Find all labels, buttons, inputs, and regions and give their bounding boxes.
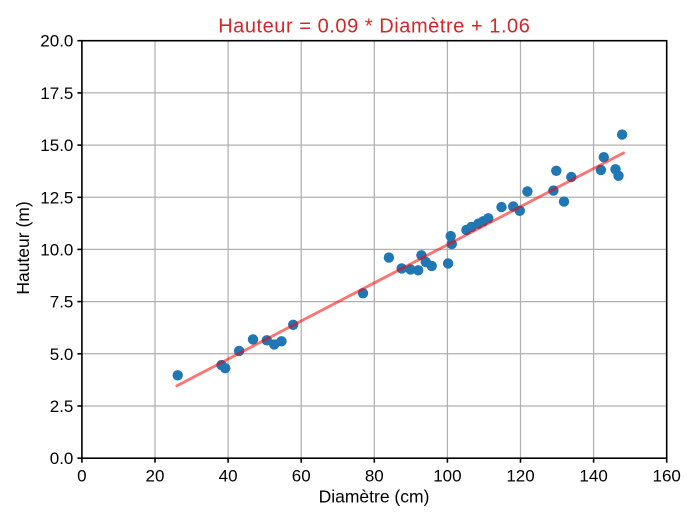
svg-text:0: 0 bbox=[77, 467, 86, 486]
svg-text:2.5: 2.5 bbox=[50, 397, 74, 416]
svg-text:Hauteur = 0.09 * Diamètre + 1.: Hauteur = 0.09 * Diamètre + 1.06 bbox=[218, 16, 530, 38]
svg-text:Diamètre (cm): Diamètre (cm) bbox=[319, 487, 430, 507]
svg-text:100: 100 bbox=[433, 467, 461, 486]
svg-text:12.5: 12.5 bbox=[40, 188, 73, 207]
svg-text:20.0: 20.0 bbox=[40, 32, 73, 51]
svg-text:10.0: 10.0 bbox=[40, 240, 73, 259]
svg-text:80: 80 bbox=[365, 467, 384, 486]
svg-text:60: 60 bbox=[292, 467, 311, 486]
svg-text:Hauteur (m): Hauteur (m) bbox=[13, 201, 33, 294]
svg-text:160: 160 bbox=[653, 467, 681, 486]
svg-text:0.0: 0.0 bbox=[50, 449, 74, 468]
svg-text:15.0: 15.0 bbox=[40, 136, 73, 155]
svg-text:140: 140 bbox=[579, 467, 607, 486]
svg-text:17.5: 17.5 bbox=[40, 84, 73, 103]
svg-text:7.5: 7.5 bbox=[50, 293, 74, 312]
svg-text:40: 40 bbox=[219, 467, 238, 486]
svg-text:20: 20 bbox=[146, 467, 165, 486]
svg-text:120: 120 bbox=[506, 467, 534, 486]
svg-text:5.0: 5.0 bbox=[50, 345, 74, 364]
